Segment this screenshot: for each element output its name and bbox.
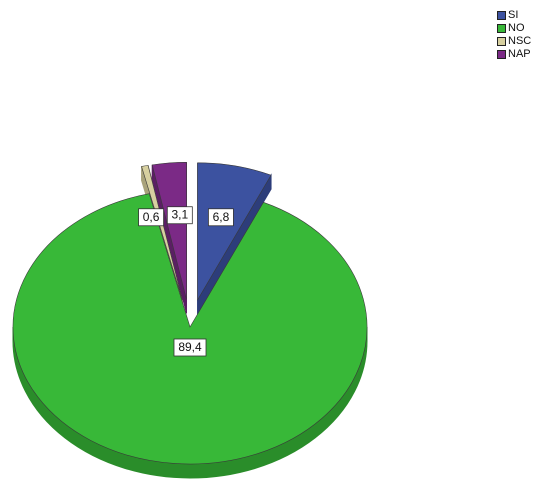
data-label-nsc: 0,6 xyxy=(138,208,164,227)
slice-si xyxy=(197,162,272,301)
legend-item-si: SI xyxy=(497,9,531,22)
legend-label: NO xyxy=(508,22,525,34)
legend-item-no: NO xyxy=(497,22,531,35)
legend-label: SI xyxy=(508,9,519,21)
data-label-no: 89,4 xyxy=(173,338,207,357)
slice-nap xyxy=(151,161,187,300)
legend-item-nsc: NSC xyxy=(497,35,531,48)
svg-text:3,1: 3,1 xyxy=(171,208,188,222)
legend-item-nap: NAP xyxy=(497,48,531,61)
legend-swatch xyxy=(497,50,506,59)
legend-label: NSC xyxy=(508,35,532,47)
svg-text:0,6: 0,6 xyxy=(143,210,160,224)
data-label-nap: 3,1 xyxy=(166,206,193,225)
data-label-si: 6,8 xyxy=(208,208,234,227)
svg-text:6,8: 6,8 xyxy=(213,210,230,224)
legend-swatch xyxy=(497,37,506,46)
svg-text:89,4: 89,4 xyxy=(178,340,202,354)
legend: SI NO NSC NAP xyxy=(497,9,531,61)
legend-label: NAP xyxy=(508,48,531,60)
slice-no xyxy=(12,193,368,465)
legend-swatch xyxy=(497,24,506,33)
legend-swatch xyxy=(497,11,506,20)
slice-nsc xyxy=(141,165,183,300)
